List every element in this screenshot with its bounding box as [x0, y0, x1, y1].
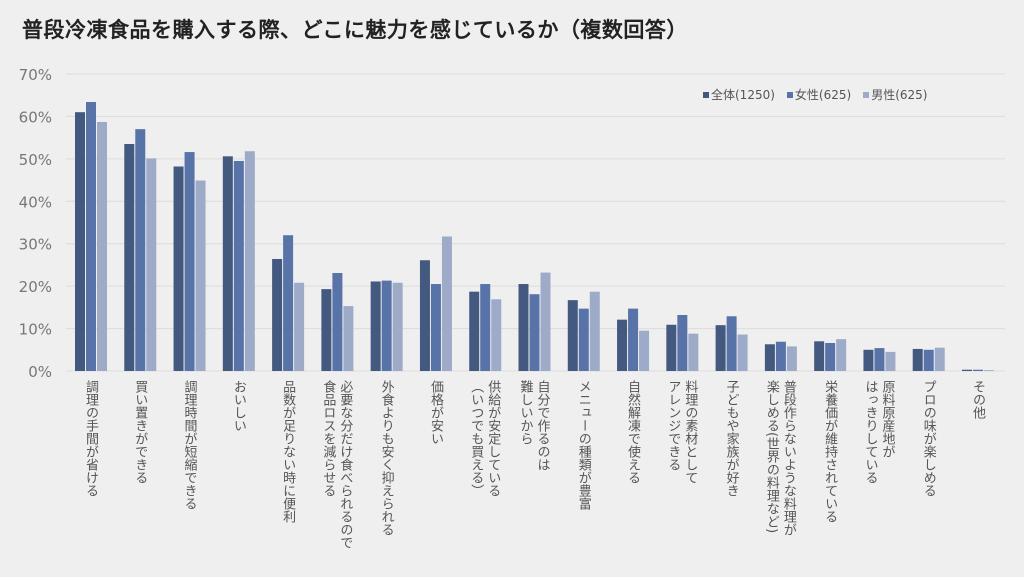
bar-0-15 — [814, 341, 825, 371]
bar-2-18 — [984, 370, 994, 371]
bar-1-18 — [973, 369, 983, 371]
legend-swatch — [863, 91, 870, 98]
legend-label: 男性(625) — [871, 88, 928, 102]
legend: 全体(1250) 女性(625) 男性(625) — [703, 86, 927, 103]
legend-swatch — [703, 91, 709, 98]
x-tick-label: 供給が安定している （いつでも買える） — [468, 380, 501, 497]
x-tick-label: 調理の手間が省ける — [83, 380, 98, 497]
bar-0-11 — [617, 319, 628, 371]
bar-1-1 — [135, 129, 146, 371]
bar-1-14 — [775, 341, 786, 371]
bar-2-15 — [836, 339, 847, 371]
x-tick-label: 普段作らないような料理が 楽しめる(世界の料理など) — [763, 380, 796, 536]
bar-0-12 — [666, 324, 677, 371]
bar-0-0 — [75, 112, 85, 371]
bar-2-10 — [589, 291, 600, 371]
x-tick-label: 子どもや家族が好き — [723, 380, 739, 497]
legend-label: 女性(625) — [794, 88, 852, 102]
bar-0-14 — [764, 344, 775, 371]
x-tick-label: 価格が安い — [427, 380, 443, 445]
bar-1-4 — [283, 235, 294, 371]
y-tick-label: 50% — [19, 151, 52, 169]
bar-0-13 — [715, 325, 726, 371]
y-tick-label: 60% — [19, 108, 52, 126]
bar-1-0 — [86, 102, 96, 371]
bar-2-13 — [737, 334, 748, 371]
bar-0-6 — [370, 281, 381, 371]
y-tick-label: 0% — [28, 363, 52, 381]
bar-1-13 — [726, 316, 737, 371]
x-tick-label: 外食よりも安く抑えられる — [378, 380, 394, 536]
bar-1-10 — [578, 308, 589, 371]
bar-2-14 — [786, 346, 797, 371]
bar-0-16 — [863, 349, 874, 371]
x-tick-label: 必要な分だけ食べられるので 食品ロスを減らせる — [320, 380, 353, 549]
bar-1-2 — [184, 152, 195, 371]
bar-2-4 — [294, 282, 305, 371]
x-tick-label: 自分で作るのは 難しいから — [517, 380, 550, 471]
bar-2-12 — [688, 333, 699, 371]
x-tick-label: 栄養価が維持されている — [822, 380, 838, 523]
bar-1-3 — [233, 160, 244, 371]
legend-item: 女性(625) — [786, 86, 852, 103]
bar-0-1 — [124, 144, 135, 371]
bar-2-8 — [491, 299, 502, 371]
bar-1-16 — [874, 348, 885, 371]
bar-1-8 — [480, 284, 491, 371]
legend-swatch — [786, 91, 793, 98]
bar-0-10 — [567, 300, 578, 371]
bar-1-12 — [677, 314, 688, 371]
bar-0-2 — [173, 166, 184, 371]
bar-2-9 — [540, 272, 551, 371]
bar-2-11 — [639, 330, 650, 371]
bar-0-3 — [222, 156, 233, 371]
bar-2-7 — [441, 236, 452, 371]
bar-1-9 — [529, 294, 540, 371]
y-tick-label: 20% — [19, 278, 52, 296]
legend-item: 全体(1250) — [703, 86, 775, 103]
x-tick-label: 料理の素材として アレンジできる — [665, 380, 698, 484]
bar-0-7 — [419, 260, 430, 371]
bar-1-17 — [923, 349, 934, 371]
x-tick-label: 品数が足りない時に便利 — [280, 380, 296, 523]
bar-2-5 — [343, 306, 354, 371]
bar-1-7 — [430, 284, 441, 371]
bar-0-9 — [518, 284, 529, 371]
bar-1-11 — [628, 308, 639, 371]
x-tick-label: 自然解凍で使える — [625, 380, 641, 484]
x-tick-label: 買い置きができる — [132, 380, 148, 484]
bar-0-17 — [912, 348, 923, 371]
legend-item: 男性(625) — [863, 86, 927, 103]
bar-2-0 — [97, 121, 107, 372]
bar-1-6 — [381, 280, 392, 371]
bar-2-1 — [146, 158, 157, 371]
x-tick-label: プロの味が楽しめる — [920, 380, 936, 497]
x-tick-label: 調理時間が短縮できる — [181, 380, 197, 510]
bar-0-8 — [469, 291, 480, 371]
legend-label: 全体(1250) — [711, 88, 775, 102]
bar-0-4 — [272, 258, 283, 371]
y-tick-label: 30% — [19, 236, 52, 254]
bar-1-15 — [825, 342, 836, 371]
bar-0-5 — [321, 289, 332, 371]
bar-2-16 — [885, 351, 896, 371]
x-tick-label: 原料原産地が はっきりしている — [862, 380, 895, 484]
x-tick-label: その他 — [970, 380, 985, 419]
bar-1-5 — [332, 272, 343, 371]
bar-2-17 — [934, 347, 945, 371]
bar-2-3 — [244, 151, 255, 371]
y-tick-label: 10% — [19, 321, 52, 339]
bar-2-2 — [195, 180, 206, 371]
chart-title: 普段冷凍食品を購入する際、どこに魅力を感じているか（複数回答） — [22, 18, 688, 42]
bar-0-18 — [962, 369, 972, 371]
x-tick-label: おいしい — [230, 380, 246, 432]
bar-2-6 — [392, 282, 403, 371]
x-tick-label: メニューの種類が豊富 — [575, 380, 591, 510]
y-tick-label: 70% — [19, 66, 52, 84]
y-tick-label: 40% — [19, 193, 52, 211]
